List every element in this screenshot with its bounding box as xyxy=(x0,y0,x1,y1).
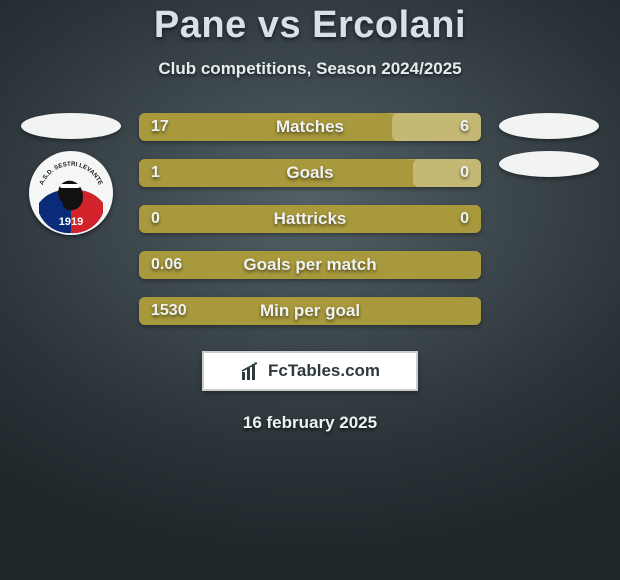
stat-bar: 0 0 Hattricks xyxy=(139,205,481,233)
stat-bar: 1530 Min per goal xyxy=(139,297,481,325)
bar-fill-left xyxy=(139,113,392,141)
right-placeholder-ellipse-1 xyxy=(499,113,599,139)
bar-label: Hattricks xyxy=(274,209,347,229)
left-placeholder-ellipse-1 xyxy=(21,113,121,139)
brand-text: FcTables.com xyxy=(268,361,380,381)
brand-box: FcTables.com xyxy=(202,351,418,391)
date-text: 16 february 2025 xyxy=(0,413,620,433)
right-placeholder-ellipse-2 xyxy=(499,151,599,177)
badge-year: 1919 xyxy=(59,216,83,228)
bar-label: Goals xyxy=(286,163,333,183)
stat-bar: 0.06 Goals per match xyxy=(139,251,481,279)
bar-fill-left xyxy=(139,159,413,187)
bar-label: Min per goal xyxy=(260,301,360,321)
bar-value-left: 1 xyxy=(151,164,160,182)
bar-value-right: 0 xyxy=(460,164,469,182)
bar-value-left: 0 xyxy=(151,210,160,228)
left-team-badge: A.S.D. SESTRI LEVANTE 1919 xyxy=(29,151,113,235)
bar-label: Goals per match xyxy=(243,255,376,275)
bar-value-right: 0 xyxy=(460,210,469,228)
bar-value-left: 1530 xyxy=(151,302,187,320)
main-row: A.S.D. SESTRI LEVANTE 1919 17 6 Matches 1 0… xyxy=(0,113,620,325)
content-wrapper: Pane vs Ercolani Club competitions, Seas… xyxy=(0,0,620,433)
bar-value-left: 0.06 xyxy=(151,256,182,274)
left-column: A.S.D. SESTRI LEVANTE 1919 xyxy=(21,113,121,235)
subtitle: Club competitions, Season 2024/2025 xyxy=(0,59,620,79)
bar-value-right: 6 xyxy=(460,118,469,136)
bar-fill-right xyxy=(413,159,481,187)
right-column xyxy=(499,113,599,177)
stat-bar: 17 6 Matches xyxy=(139,113,481,141)
stat-bar: 1 0 Goals xyxy=(139,159,481,187)
left-team-badge-svg: A.S.D. SESTRI LEVANTE 1919 xyxy=(29,151,113,235)
stats-bars: 17 6 Matches 1 0 Goals 0 0 Hattricks 0.06 Goals… xyxy=(139,113,481,325)
page-title: Pane vs Ercolani xyxy=(0,4,620,47)
bars-icon xyxy=(240,360,262,382)
bar-value-left: 17 xyxy=(151,118,169,136)
bar-label: Matches xyxy=(276,117,344,137)
